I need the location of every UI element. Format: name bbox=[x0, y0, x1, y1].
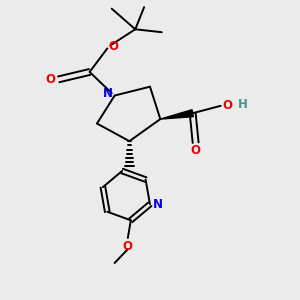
Text: O: O bbox=[222, 99, 232, 112]
Text: O: O bbox=[46, 73, 56, 86]
Text: O: O bbox=[123, 240, 133, 253]
Text: N: N bbox=[103, 87, 113, 100]
Text: O: O bbox=[109, 40, 119, 53]
Text: H: H bbox=[238, 98, 248, 111]
Polygon shape bbox=[160, 110, 193, 119]
Text: O: O bbox=[190, 144, 201, 158]
Text: N: N bbox=[153, 198, 163, 211]
